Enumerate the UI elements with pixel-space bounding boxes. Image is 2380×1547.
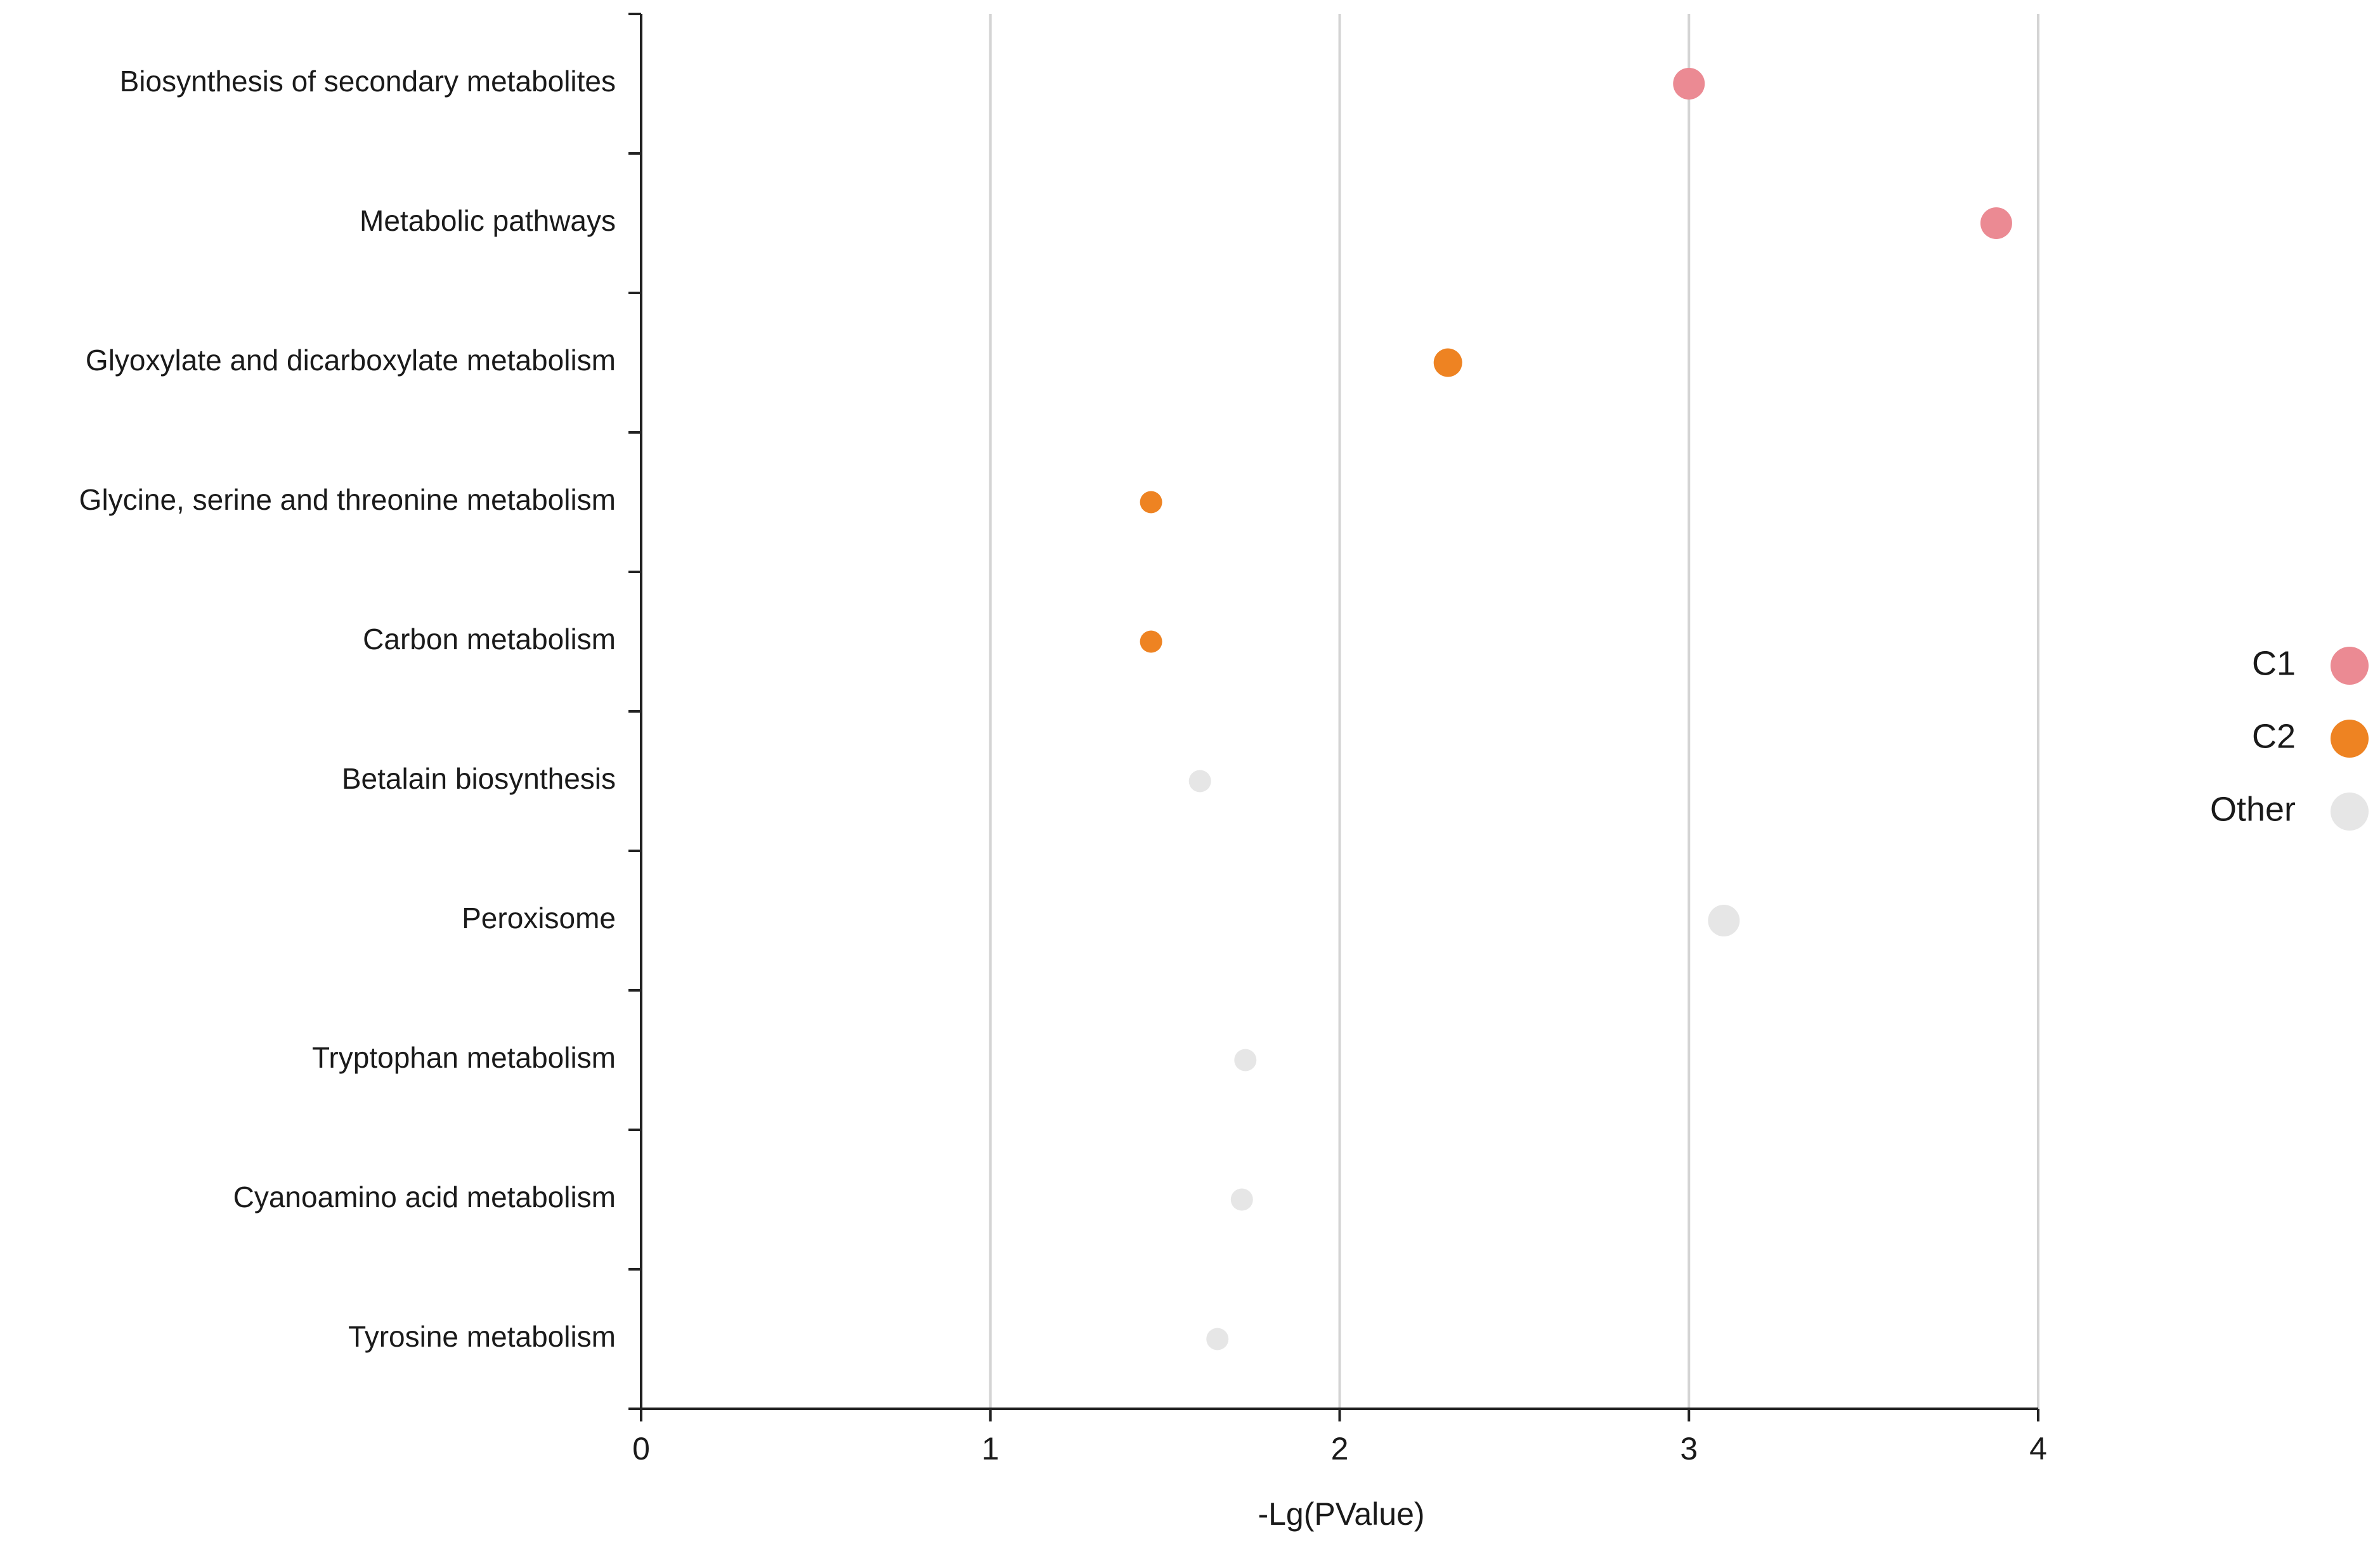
category-label: Glyoxylate and dicarboxylate metabolism xyxy=(86,344,616,377)
x-tick-label: 2 xyxy=(1331,1431,1349,1466)
x-tick-label: 1 xyxy=(982,1431,999,1466)
data-point-c2 xyxy=(1140,630,1162,653)
category-label: Peroxisome xyxy=(462,902,616,935)
category-label: Carbon metabolism xyxy=(363,623,616,656)
data-point-other xyxy=(1230,1188,1253,1211)
legend-swatch-other xyxy=(2331,793,2369,831)
axes: 0 1 2 3 4 xyxy=(628,13,2047,1466)
legend-swatch-c1 xyxy=(2331,647,2369,685)
data-point-c1 xyxy=(1673,68,1705,100)
legend-label-other: Other xyxy=(2210,790,2296,828)
category-label: Biosynthesis of secondary metabolites xyxy=(120,65,616,98)
category-label: Metabolic pathways xyxy=(360,204,616,237)
data-point-other xyxy=(1188,770,1211,793)
category-labels: Biosynthesis of secondary metabolites Met… xyxy=(79,65,616,1353)
x-tick-label: 4 xyxy=(2029,1431,2047,1466)
legend-swatch-c2 xyxy=(2331,720,2369,758)
x-tick-label: 3 xyxy=(1680,1431,1698,1466)
legend: C1 C2 Other xyxy=(2210,644,2369,831)
data-point-c2 xyxy=(1433,348,1462,377)
data-point-other xyxy=(1206,1328,1229,1350)
category-label: Betalain biosynthesis xyxy=(342,762,616,795)
data-points xyxy=(1140,68,2012,1350)
grid-lines xyxy=(989,14,2039,1409)
category-label: Tyrosine metabolism xyxy=(348,1320,616,1353)
legend-label-c2: C2 xyxy=(2252,717,2296,755)
x-axis-title: -Lg(PValue) xyxy=(1258,1496,1424,1532)
category-label: Glycine, serine and threonine metabolism xyxy=(79,483,616,516)
data-point-other xyxy=(1234,1049,1257,1071)
category-label: Tryptophan metabolism xyxy=(312,1041,616,1074)
data-point-c1 xyxy=(1980,207,2012,239)
x-tick-label: 0 xyxy=(632,1431,650,1466)
data-point-other xyxy=(1708,905,1740,936)
data-point-c2 xyxy=(1140,491,1162,514)
category-label: Cyanoamino acid metabolism xyxy=(233,1181,616,1214)
legend-label-c1: C1 xyxy=(2252,644,2296,682)
